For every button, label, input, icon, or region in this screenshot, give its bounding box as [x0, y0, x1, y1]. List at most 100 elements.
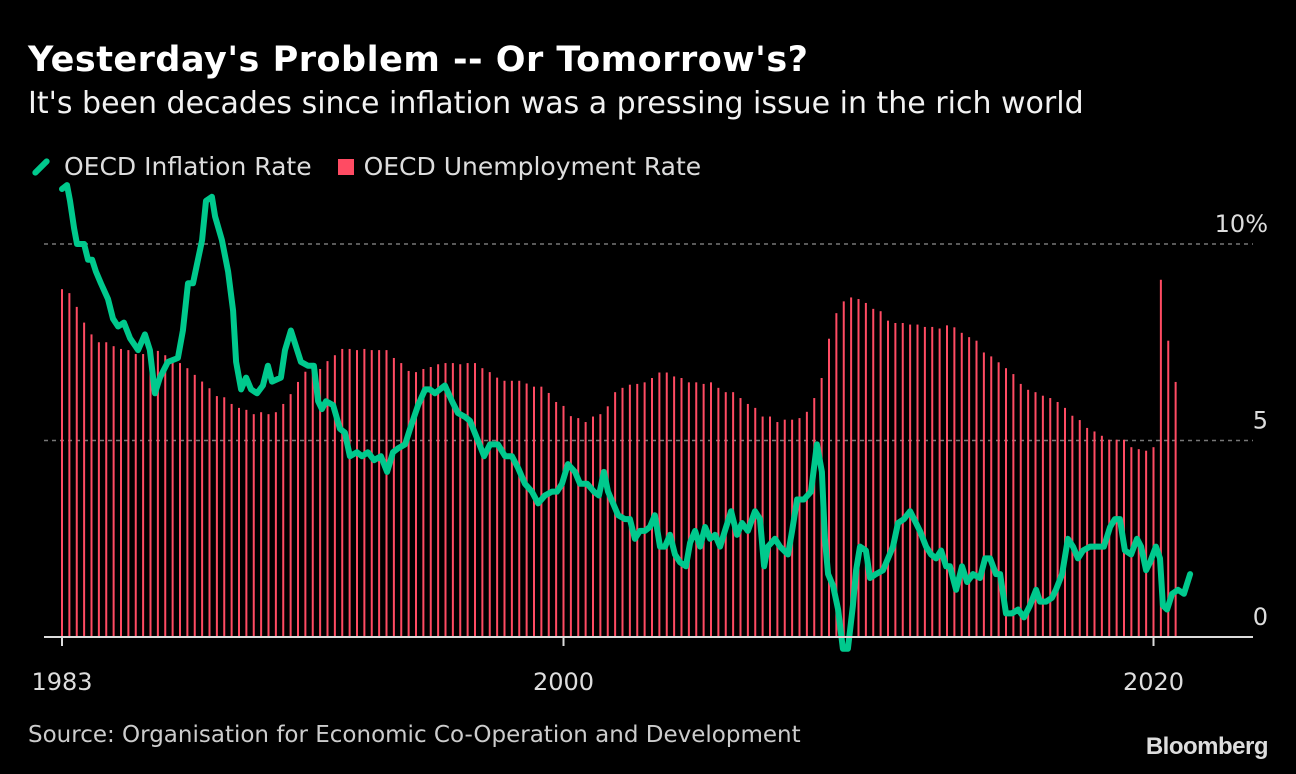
unemployment-bar	[333, 355, 336, 637]
unemployment-bar	[562, 405, 565, 637]
unemployment-bar	[1152, 447, 1155, 637]
unemployment-bar	[584, 422, 587, 637]
unemployment-bar	[975, 340, 978, 637]
unemployment-bar	[149, 354, 152, 637]
unemployment-bar	[252, 414, 255, 637]
y-tick-label: 5	[1253, 407, 1268, 435]
unemployment-bar	[864, 302, 867, 637]
unemployment-bar	[378, 350, 381, 637]
unemployment-bar	[813, 398, 816, 637]
unemployment-bar	[938, 328, 941, 637]
unemployment-bar	[311, 369, 314, 637]
unemployment-bar	[171, 361, 174, 637]
unemployment-bar	[695, 382, 698, 637]
unemployment-bar	[547, 392, 550, 637]
unemployment-bar	[363, 348, 366, 637]
unemployment-bar	[717, 387, 720, 637]
unemployment-bar	[437, 364, 440, 637]
unemployment-bar	[238, 407, 240, 637]
unemployment-bar	[223, 397, 226, 637]
unemployment-bar	[643, 382, 646, 637]
unemployment-bar	[1064, 407, 1066, 637]
x-tick-label: 2000	[533, 668, 594, 696]
unemployment-bar	[665, 372, 668, 637]
unemployment-bar	[1041, 395, 1044, 637]
unemployment-bar	[97, 342, 100, 637]
source-note: Source: Organisation for Economic Co-Ope…	[28, 722, 801, 748]
unemployment-bar	[569, 416, 572, 637]
unemployment-bar	[267, 414, 270, 637]
unemployment-bar	[687, 382, 690, 637]
y-tick-label: 10%	[1215, 210, 1268, 238]
unemployment-bar	[68, 293, 71, 637]
unemployment-bar	[518, 380, 521, 637]
unemployment-bar	[134, 354, 137, 637]
unemployment-bar	[186, 368, 189, 637]
unemployment-bar	[835, 313, 838, 637]
unemployment-bar	[724, 392, 727, 637]
unemployment-bar	[319, 368, 322, 637]
unemployment-bar	[127, 350, 130, 637]
unemployment-bar	[61, 289, 63, 637]
unemployment-bar	[289, 394, 292, 637]
unemployment-bar	[164, 355, 167, 637]
unemployment-bar	[415, 372, 417, 637]
legend: OECD Inflation Rate OECD Unemployment Ra…	[30, 152, 727, 181]
unemployment-bar	[193, 374, 196, 637]
unemployment-bar	[754, 407, 757, 637]
unemployment-bar	[651, 378, 653, 637]
unemployment-bar	[540, 386, 543, 637]
unemployment-bar	[230, 403, 233, 637]
unemployment-bar	[156, 350, 159, 637]
unemployment-bar	[1167, 340, 1170, 637]
unemployment-bar	[887, 320, 889, 637]
unemployment-bar	[1086, 427, 1089, 637]
unemployment-bar	[990, 356, 993, 637]
unemployment-bar	[1115, 439, 1118, 637]
unemployment-bar	[923, 326, 926, 637]
unemployment-bar	[459, 364, 462, 637]
unemployment-bar	[326, 361, 329, 637]
unemployment-bar	[297, 381, 299, 637]
unemployment-bar	[1019, 383, 1022, 637]
unemployment-bar	[510, 380, 513, 637]
legend-label-inflation: OECD Inflation Rate	[64, 152, 312, 181]
unemployment-bar	[75, 306, 78, 637]
legend-item-inflation: OECD Inflation Rate	[30, 152, 312, 181]
unemployment-bar	[658, 372, 661, 637]
unemployment-bar	[783, 419, 786, 637]
unemployment-bar	[628, 384, 631, 637]
unemployment-bar	[407, 370, 410, 637]
unemployment-bar	[1012, 374, 1015, 637]
unemployment-bar	[621, 387, 624, 637]
unemployment-bar	[805, 411, 808, 637]
unemployment-bar	[909, 324, 912, 637]
unemployment-bar	[702, 383, 705, 637]
unemployment-bar	[260, 412, 263, 637]
unemployment-bar	[83, 322, 86, 637]
inflation-line	[59, 182, 1194, 652]
unemployment-bar	[400, 363, 403, 637]
unemployment-bar	[481, 368, 484, 637]
unemployment-bar	[533, 386, 535, 637]
unemployment-bar	[746, 403, 749, 637]
unemployment-bar	[1027, 389, 1030, 637]
unemployment-bar	[1093, 431, 1096, 637]
unemployment-bar	[1078, 420, 1081, 637]
unemployment-bar	[739, 398, 742, 637]
unemployment-bar	[968, 337, 971, 637]
unemployment-bar	[179, 363, 181, 637]
unemployment-bar	[769, 416, 771, 637]
unemployment-bar	[341, 348, 344, 637]
unemployment-bar	[215, 396, 218, 637]
x-tick-label: 2020	[1123, 668, 1184, 696]
unemployment-bar	[474, 363, 476, 637]
unemployment-bar	[879, 311, 882, 637]
unemployment-bar	[599, 414, 602, 637]
unemployment-bar	[1100, 435, 1103, 637]
unemployment-bar	[798, 418, 801, 637]
bloomberg-logo: Bloomberg	[1145, 733, 1269, 760]
unemployment-bar	[208, 388, 211, 637]
unemployment-bar	[872, 308, 875, 637]
